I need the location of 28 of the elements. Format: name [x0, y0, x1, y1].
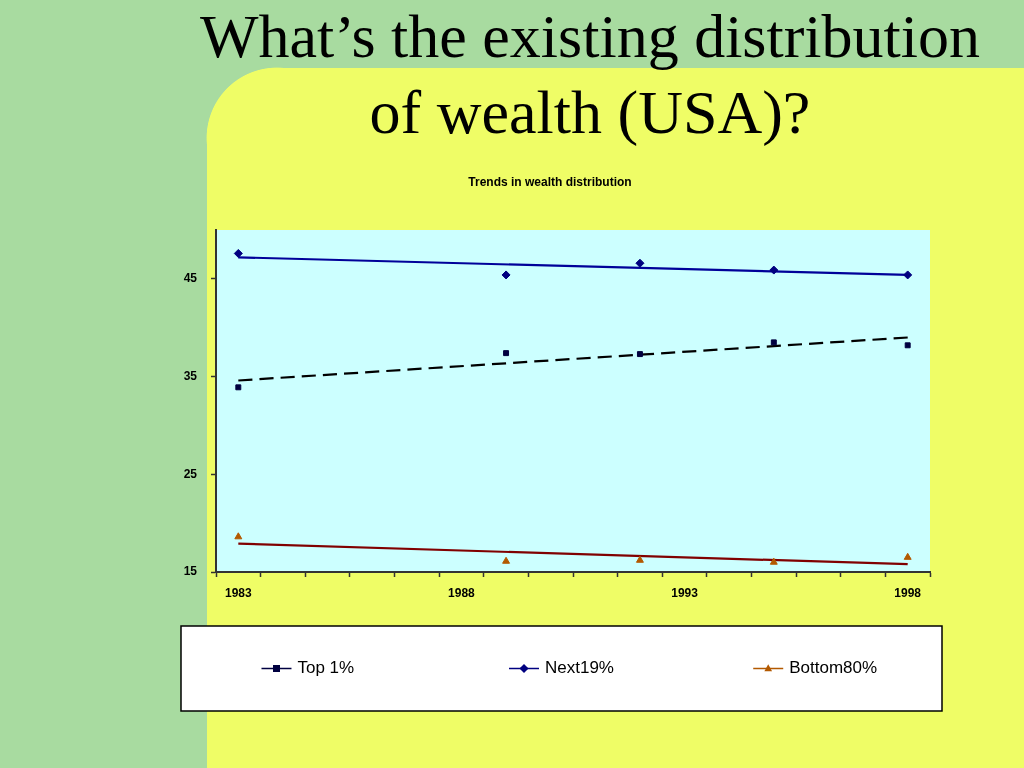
x-tick-label: 1988	[448, 585, 476, 600]
x-tick-label: 1993	[671, 585, 699, 600]
chart-title: What’s the existing distribution of wealth (USA)?	[198, 1, 982, 148]
x-tick-label: 1983	[224, 585, 252, 600]
legend-label: Bottom80%	[789, 658, 878, 678]
point	[234, 532, 243, 540]
point	[770, 339, 777, 346]
y-tick-label: 25	[183, 466, 198, 481]
y-tick-label: 45	[183, 271, 198, 286]
point	[235, 384, 242, 391]
legend-label: Top 1%	[297, 658, 355, 678]
point	[503, 350, 510, 357]
point	[636, 351, 643, 358]
point	[635, 258, 645, 268]
point	[501, 270, 511, 280]
legend-label: Next19%	[545, 658, 614, 678]
point	[903, 270, 913, 280]
point	[903, 552, 912, 560]
y-tick-label: 35	[183, 368, 198, 383]
y-tick-label: 15	[183, 564, 198, 579]
point	[904, 342, 911, 349]
point	[769, 557, 778, 565]
point	[502, 556, 511, 564]
point	[769, 265, 779, 275]
point	[635, 555, 644, 563]
chart-subtitle: Trends in wealth distribution	[468, 174, 632, 189]
x-tick-label: 1998	[894, 585, 922, 600]
point	[233, 248, 243, 258]
